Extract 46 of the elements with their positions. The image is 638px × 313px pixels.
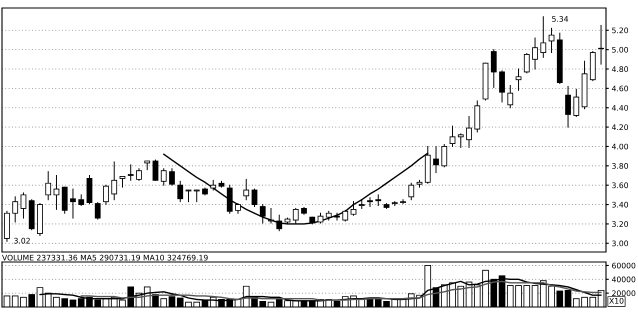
candlestick — [565, 86, 571, 128]
candlestick — [120, 176, 126, 188]
candlestick — [160, 168, 167, 186]
candlestick — [12, 196, 18, 222]
candlestick — [210, 180, 216, 191]
candlestick — [78, 194, 84, 206]
candlestick — [186, 190, 192, 202]
candlestick — [466, 116, 472, 148]
candlestick — [235, 203, 241, 214]
candlestick — [408, 182, 414, 200]
candlestick — [350, 201, 356, 216]
candlestick — [152, 160, 158, 181]
candlestick — [45, 171, 52, 200]
candlestick — [136, 168, 142, 181]
candlestick — [433, 146, 439, 174]
candlestick — [54, 175, 60, 210]
candlestick — [516, 68, 522, 91]
candlestick — [474, 100, 480, 132]
candlestick — [367, 197, 373, 207]
candlestick — [111, 161, 118, 200]
candlestick — [450, 126, 456, 147]
candlestick — [490, 49, 497, 88]
candlestick — [94, 202, 101, 220]
candlestick — [177, 180, 184, 202]
candlestick — [334, 212, 340, 221]
candlestick — [532, 38, 538, 70]
candlestick — [441, 144, 448, 168]
candlestick — [507, 84, 514, 108]
candlestick — [169, 168, 175, 186]
candlestick — [103, 184, 109, 206]
candlestick — [226, 184, 233, 214]
candlestick — [20, 192, 26, 219]
candlestick — [458, 133, 464, 148]
candlestick — [194, 190, 200, 202]
candlestick — [243, 178, 250, 200]
candlestick — [548, 28, 554, 54]
candlestick — [62, 186, 68, 214]
candlestick — [128, 164, 134, 181]
line-series — [80, 280, 602, 301]
candlestick — [342, 210, 348, 222]
candlestick — [573, 88, 580, 117]
candlestick — [70, 188, 76, 219]
candlestick — [524, 53, 530, 74]
candlestick — [499, 70, 505, 102]
candlestick — [252, 188, 258, 207]
candlestick — [540, 16, 546, 58]
